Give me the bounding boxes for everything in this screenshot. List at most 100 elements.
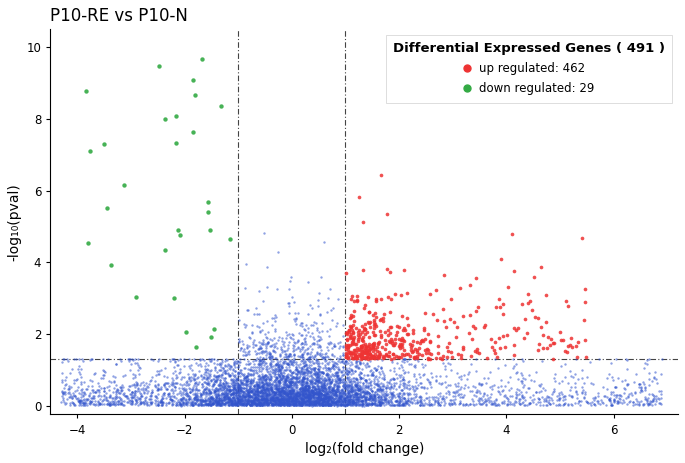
Point — [238, 364, 249, 372]
Point — [122, 399, 133, 406]
Point — [227, 384, 238, 391]
Point — [329, 352, 340, 360]
Point — [174, 385, 185, 392]
Point — [268, 401, 279, 409]
Point — [350, 389, 361, 397]
Point — [75, 398, 86, 405]
Point — [143, 387, 154, 394]
Point — [360, 390, 371, 397]
Point — [273, 377, 284, 385]
Point — [396, 377, 407, 384]
Point — [210, 398, 221, 406]
Point — [277, 358, 288, 366]
Point — [164, 392, 175, 400]
Point — [375, 385, 386, 393]
Point — [175, 401, 186, 409]
Point — [193, 378, 204, 385]
Point — [203, 378, 214, 385]
Point — [332, 373, 343, 380]
Point — [348, 400, 359, 407]
Point — [297, 339, 308, 347]
Point — [238, 371, 249, 379]
Point — [290, 315, 301, 323]
Point — [383, 396, 394, 403]
Point — [291, 400, 302, 407]
Point — [276, 375, 287, 382]
Point — [104, 401, 115, 409]
Point — [209, 359, 220, 366]
Point — [328, 342, 339, 349]
Point — [241, 401, 252, 408]
Point — [536, 394, 547, 401]
Point — [268, 399, 279, 407]
Point — [264, 380, 275, 388]
Point — [403, 321, 414, 328]
Point — [204, 382, 215, 389]
Point — [310, 375, 321, 382]
Point — [284, 396, 295, 404]
Point — [267, 383, 278, 390]
Point — [347, 360, 358, 368]
Point — [97, 374, 108, 382]
Point — [275, 360, 286, 368]
Point — [310, 376, 321, 384]
Point — [222, 389, 233, 396]
Point — [395, 291, 406, 299]
Point — [501, 394, 512, 402]
Point — [489, 346, 500, 353]
Point — [395, 342, 406, 349]
Point — [341, 350, 352, 358]
Point — [153, 370, 164, 378]
Point — [292, 400, 303, 407]
Point — [118, 390, 129, 398]
Point — [279, 390, 290, 398]
Point — [236, 400, 247, 407]
Point — [223, 395, 234, 402]
Point — [309, 400, 320, 408]
Point — [289, 397, 300, 404]
Point — [195, 390, 206, 397]
Point — [306, 382, 317, 389]
Point — [334, 391, 345, 399]
Point — [305, 343, 316, 350]
Point — [346, 397, 357, 405]
Point — [256, 378, 267, 385]
Point — [347, 399, 358, 407]
Point — [260, 381, 271, 388]
Point — [308, 322, 319, 329]
Point — [241, 401, 252, 409]
Point — [114, 394, 125, 401]
Point — [332, 357, 343, 364]
Point — [73, 389, 84, 396]
Point — [316, 392, 327, 400]
Point — [327, 387, 338, 394]
Point — [291, 383, 302, 391]
Point — [217, 379, 228, 387]
Point — [358, 388, 369, 395]
Point — [360, 301, 371, 309]
Point — [246, 399, 257, 406]
Point — [364, 354, 375, 361]
Point — [299, 399, 310, 407]
Point — [271, 394, 282, 401]
Point — [305, 364, 316, 371]
Point — [370, 388, 381, 395]
Point — [307, 402, 318, 409]
Point — [379, 395, 390, 402]
Point — [264, 378, 275, 385]
Point — [120, 393, 131, 400]
Point — [272, 385, 283, 393]
Point — [325, 285, 336, 293]
Point — [304, 391, 315, 399]
Point — [306, 389, 317, 396]
Point — [301, 356, 312, 363]
Point — [319, 394, 329, 401]
Point — [175, 389, 186, 396]
Point — [196, 391, 207, 399]
Point — [155, 396, 166, 404]
Point — [108, 379, 119, 386]
Point — [279, 347, 290, 354]
Point — [302, 382, 313, 389]
Point — [348, 393, 359, 400]
Point — [229, 368, 240, 375]
